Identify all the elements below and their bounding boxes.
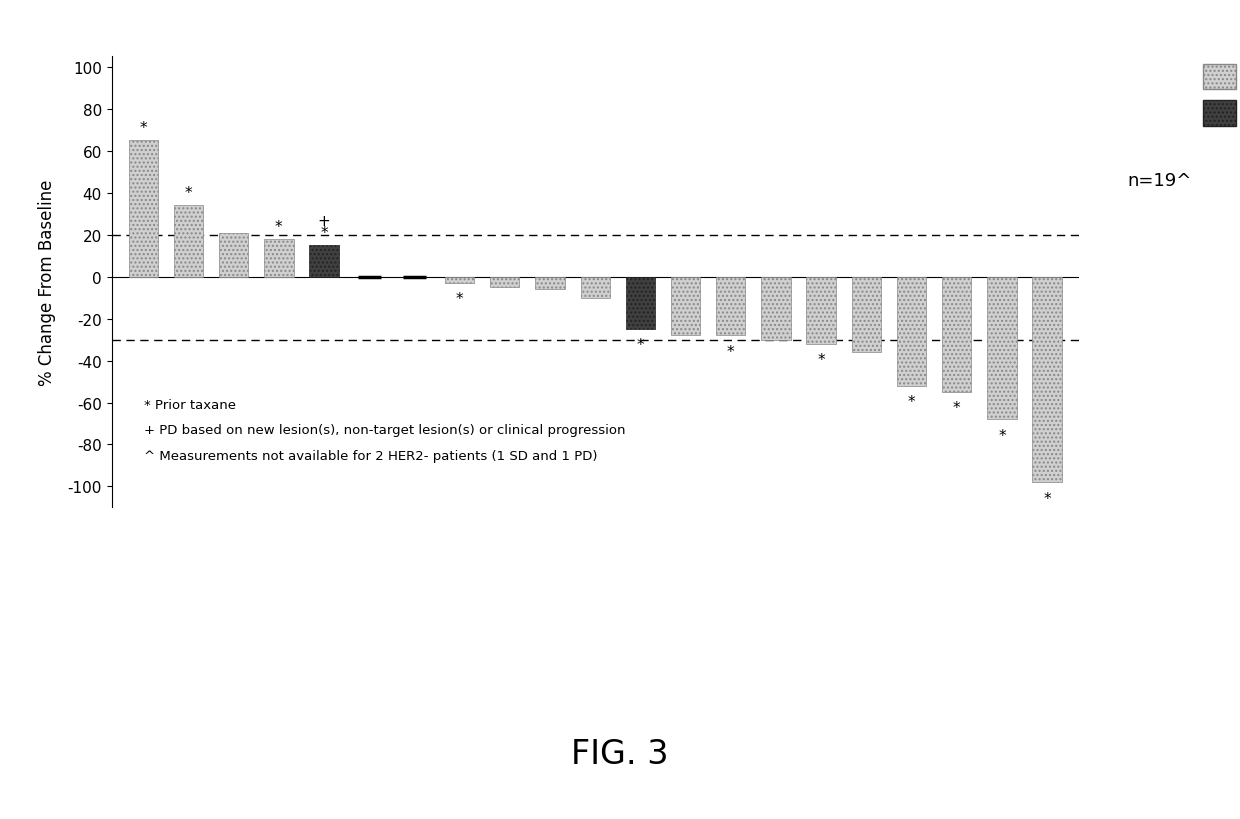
Text: n=19^: n=19^: [1127, 172, 1192, 190]
Text: *: *: [456, 292, 464, 307]
Text: *: *: [1043, 491, 1052, 506]
Bar: [129, 141, 157, 278]
Bar: [987, 278, 1017, 420]
Text: +: +: [317, 214, 330, 229]
Bar: [942, 278, 971, 392]
Bar: [806, 278, 836, 344]
Bar: [174, 206, 203, 278]
Bar: [219, 233, 248, 278]
Text: *: *: [275, 219, 283, 234]
Y-axis label: % Change From Baseline: % Change From Baseline: [38, 179, 56, 386]
Legend: HER2+, HER2-: HER2+, HER2-: [1197, 57, 1240, 133]
Bar: [852, 278, 882, 353]
Text: *: *: [954, 401, 961, 416]
Text: *: *: [320, 226, 327, 241]
Text: * Prior taxane: * Prior taxane: [144, 399, 236, 412]
Bar: [897, 278, 926, 387]
Text: *: *: [185, 186, 192, 201]
Bar: [580, 278, 610, 298]
Bar: [761, 278, 791, 340]
Bar: [490, 278, 520, 287]
Bar: [264, 240, 294, 278]
Bar: [309, 246, 339, 278]
Text: *: *: [817, 353, 825, 368]
Text: *: *: [727, 344, 734, 360]
Bar: [536, 278, 564, 290]
Bar: [671, 278, 701, 336]
Text: ^ Measurements not available for 2 HER2- patients (1 SD and 1 PD): ^ Measurements not available for 2 HER2-…: [144, 449, 598, 462]
Bar: [445, 278, 474, 283]
Bar: [1033, 278, 1061, 482]
Bar: [626, 278, 655, 330]
Text: FIG. 3: FIG. 3: [572, 737, 668, 770]
Text: *: *: [908, 395, 915, 410]
Text: *: *: [636, 338, 645, 353]
Text: *: *: [998, 428, 1006, 443]
Text: + PD based on new lesion(s), non-target lesion(s) or clinical progression: + PD based on new lesion(s), non-target …: [144, 424, 625, 437]
Bar: [717, 278, 745, 336]
Text: *: *: [139, 121, 148, 136]
